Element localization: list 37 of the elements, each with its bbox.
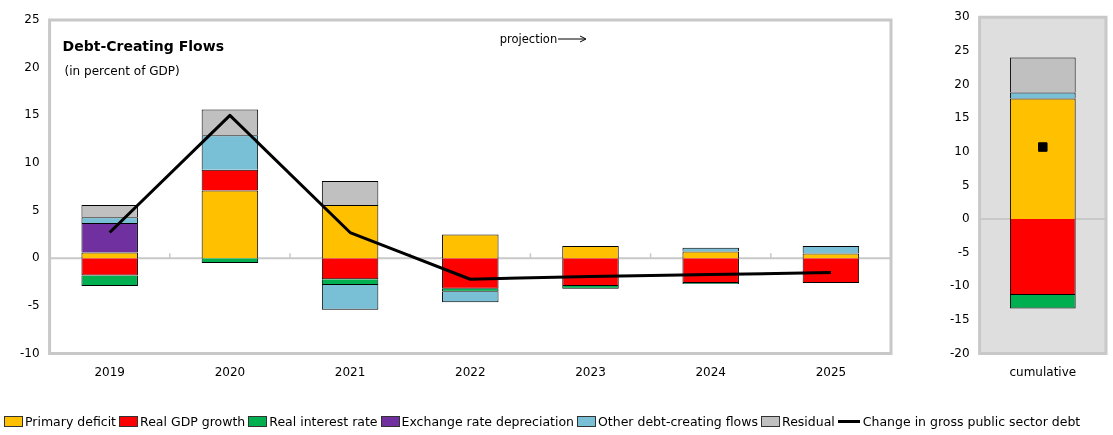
x-tick-label: 2021 <box>334 364 366 379</box>
y-tick-label: 5 <box>961 177 970 192</box>
x-tick-label: 2020 <box>214 364 246 379</box>
y-tick-label: 0 <box>961 211 970 226</box>
y-tick-label: 5 <box>31 202 40 217</box>
y-tick-label: 10 <box>954 143 970 158</box>
legend-label: Primary deficit <box>24 414 117 429</box>
y-tick-label: 15 <box>24 107 40 122</box>
y-tick-label: -10 <box>949 278 970 293</box>
y-tick-label: -5 <box>957 244 970 259</box>
y-tick-label: 30 <box>954 9 970 24</box>
x-tick-label: 2022 <box>455 364 486 379</box>
legend-label: Real GDP growth <box>139 414 246 429</box>
y-tick-label: -15 <box>949 312 970 327</box>
text: Debt-Creating Flows <box>62 38 224 54</box>
y-tick-label: -20 <box>949 345 970 360</box>
legend-label: Exchange rate depreciation <box>400 414 575 429</box>
x-tick-label: cumulative <box>1009 364 1077 379</box>
x-tick-label: 2023 <box>575 364 606 379</box>
text: (in percent of GDP) <box>64 64 180 78</box>
legend-label: Residual <box>781 414 835 429</box>
y-tick-label: 15 <box>954 110 970 125</box>
y-tick-label: 20 <box>24 59 40 74</box>
y-tick-label: 25 <box>954 42 970 57</box>
x-tick-label: 2019 <box>94 364 125 379</box>
y-tick-label: 0 <box>31 250 40 265</box>
y-tick-label: 25 <box>24 12 40 27</box>
y-tick-label: -5 <box>27 298 40 313</box>
legend-label: Other debt-creating flows <box>597 414 759 429</box>
y-tick-label: 20 <box>954 76 970 91</box>
annotation: projection <box>499 32 559 46</box>
x-tick-label: 2024 <box>695 364 726 379</box>
legend-label: Change in gross public sector debt <box>861 414 1081 429</box>
y-tick-label: 10 <box>24 155 40 170</box>
y-tick-label: -10 <box>19 345 40 360</box>
legend-label: Real interest rate <box>268 414 378 429</box>
x-tick-label: 2025 <box>815 364 847 379</box>
